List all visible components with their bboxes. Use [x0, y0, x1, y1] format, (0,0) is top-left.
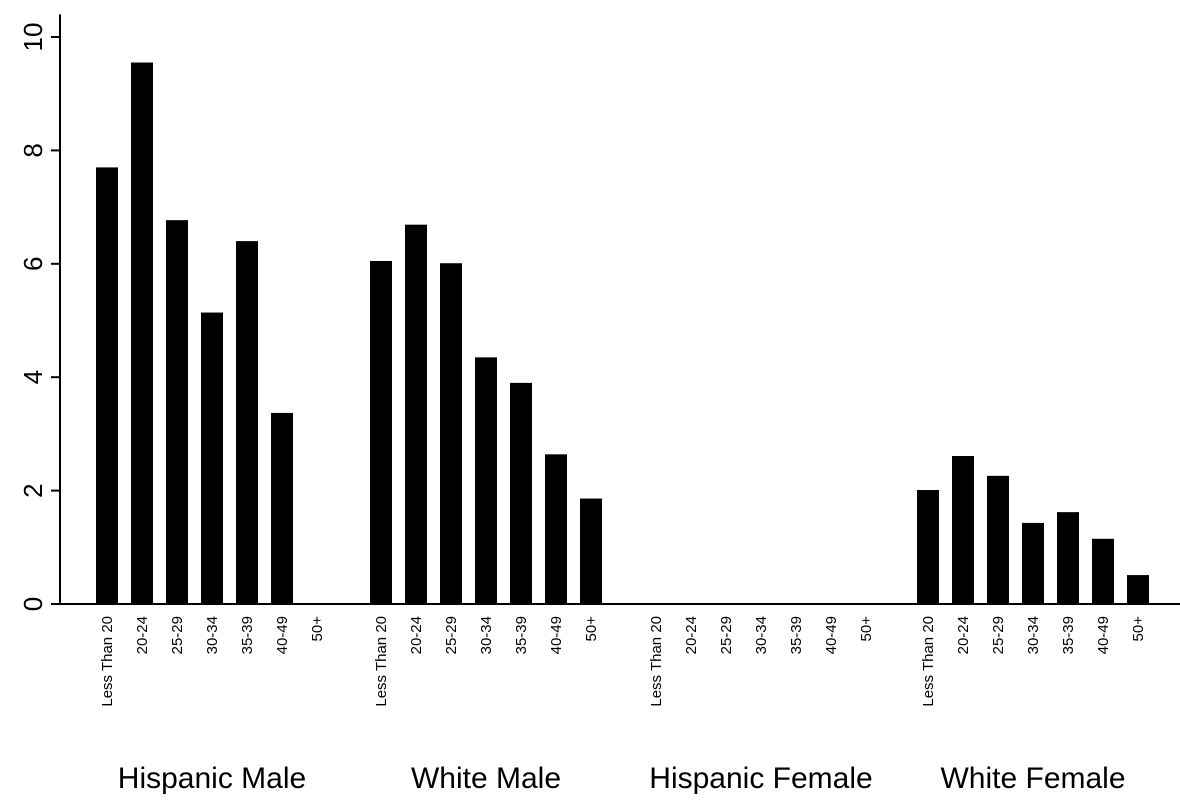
- category-label: Less Than 20: [373, 616, 390, 707]
- category-label: 35-39: [788, 616, 805, 654]
- bar: [201, 312, 223, 604]
- category-label: 50+: [858, 616, 875, 642]
- category-label: 30-34: [204, 616, 221, 654]
- bar: [236, 241, 258, 604]
- bar: [917, 490, 939, 604]
- bar: [987, 475, 1009, 604]
- group-label: Hispanic Male: [118, 762, 306, 795]
- category-label: 20-24: [955, 616, 972, 654]
- category-label: 25-29: [718, 616, 735, 654]
- bar: [440, 263, 462, 604]
- category-label: 40-49: [1095, 616, 1112, 654]
- category-label: Less Than 20: [648, 616, 665, 707]
- category-label: 20-24: [683, 616, 700, 654]
- category-label: 20-24: [134, 616, 151, 654]
- bar: [405, 224, 427, 604]
- bars: [96, 62, 1149, 605]
- bar: [271, 412, 293, 604]
- labels: 0 2 4 6 8 10 Less Than 20 20-24 25-29 30-34 35-39 4…: [18, 23, 1147, 795]
- bar: [166, 220, 188, 605]
- y-tick-label: 2: [18, 483, 48, 497]
- bar: [131, 62, 153, 604]
- category-label: 35-39: [513, 616, 530, 654]
- category-label: Less Than 20: [920, 616, 937, 707]
- y-tick-label: 4: [18, 370, 48, 384]
- y-tick-label: 0: [18, 597, 48, 611]
- category-label: 50+: [309, 616, 326, 642]
- y-tick-label: 8: [18, 143, 48, 157]
- category-label: 25-29: [990, 616, 1007, 654]
- category-label: 50+: [583, 616, 600, 642]
- bar: [1092, 538, 1114, 604]
- category-label: 25-29: [169, 616, 186, 654]
- category-label: 40-49: [548, 616, 565, 654]
- bar: [1057, 512, 1079, 604]
- bar: [545, 454, 567, 604]
- group-label: Hispanic Female: [649, 762, 872, 795]
- category-label: 35-39: [239, 616, 256, 654]
- category-label: Less Than 20: [99, 616, 116, 707]
- category-label: 25-29: [443, 616, 460, 654]
- category-label: 30-34: [1025, 616, 1042, 654]
- y-tick-label: 10: [18, 23, 48, 52]
- bar: [1127, 575, 1149, 604]
- bar: [1022, 522, 1044, 604]
- category-label: 50+: [1130, 616, 1147, 642]
- group-label: White Female: [940, 762, 1125, 795]
- bar: [96, 167, 118, 604]
- bar: [510, 382, 532, 604]
- group-label: White Male: [411, 762, 561, 795]
- category-label: 30-34: [753, 616, 770, 654]
- category-label: 20-24: [408, 616, 425, 654]
- bar: [370, 260, 392, 604]
- bar: [580, 498, 602, 604]
- category-label: 40-49: [274, 616, 291, 654]
- y-tick-label: 6: [18, 257, 48, 271]
- category-label: 30-34: [478, 616, 495, 654]
- bar: [475, 357, 497, 604]
- category-label: 35-39: [1060, 616, 1077, 654]
- bar: [952, 456, 974, 604]
- category-label: 40-49: [823, 616, 840, 654]
